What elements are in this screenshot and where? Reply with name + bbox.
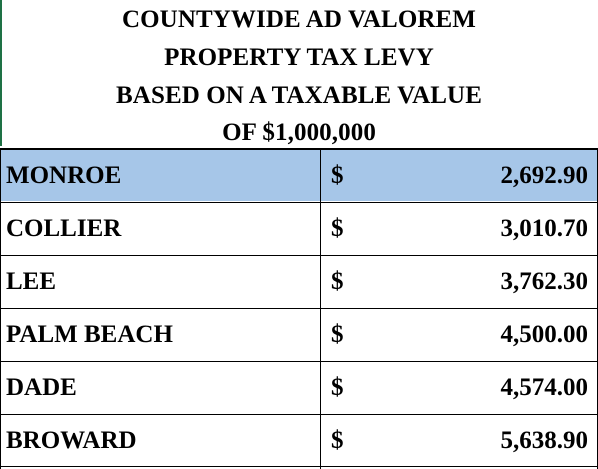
county-cell[interactable]: MONROE bbox=[6, 162, 122, 189]
title-line-3: BASED ON A TAXABLE VALUE bbox=[116, 82, 482, 109]
amount-cell[interactable]: 2,692.90 bbox=[500, 162, 589, 189]
county-cell[interactable]: BROWARD bbox=[6, 427, 137, 454]
table-row-broward[interactable]: BROWARD $ 5,638.90 bbox=[0, 415, 598, 466]
table-row-palm-beach[interactable]: PALM BEACH $ 4,500.00 bbox=[0, 309, 598, 360]
grid-line bbox=[0, 466, 598, 467]
county-cell[interactable]: DADE bbox=[6, 374, 77, 401]
grid-line bbox=[320, 148, 321, 469]
grid-line bbox=[0, 414, 598, 415]
title-line-2: PROPERTY TAX LEVY bbox=[164, 44, 434, 71]
currency-cell[interactable]: $ bbox=[331, 427, 344, 454]
grid-line bbox=[0, 202, 598, 203]
table-row-monroe[interactable]: MONROE $ 2,692.90 bbox=[0, 150, 598, 201]
grid-line bbox=[0, 361, 598, 362]
table-row-collier[interactable]: COLLIER $ 3,010.70 bbox=[0, 203, 598, 254]
tax-levy-table: MONROE $ 2,692.90 COLLIER $ 3,010.70 LEE… bbox=[0, 148, 598, 469]
grid-line bbox=[0, 148, 598, 149]
currency-cell[interactable]: $ bbox=[331, 321, 344, 348]
table-row-dade[interactable]: DADE $ 4,574.00 bbox=[0, 362, 598, 413]
grid-line bbox=[0, 149, 598, 150]
county-cell[interactable]: PALM BEACH bbox=[6, 321, 173, 348]
title-line-1: COUNTYWIDE AD VALOREM bbox=[121, 6, 476, 33]
grid-line bbox=[0, 255, 598, 256]
amount-cell[interactable]: 5,638.90 bbox=[500, 427, 589, 454]
grid-line bbox=[0, 148, 1, 469]
currency-cell[interactable]: $ bbox=[331, 268, 344, 295]
currency-cell[interactable]: $ bbox=[331, 215, 344, 242]
table-title: COUNTYWIDE AD VALOREM PROPERTY TAX LEVY … bbox=[0, 0, 598, 148]
title-line-4: OF $1,000,000 bbox=[222, 119, 376, 146]
county-cell[interactable]: COLLIER bbox=[6, 215, 122, 242]
amount-cell[interactable]: 4,574.00 bbox=[500, 374, 589, 401]
grid-line bbox=[0, 308, 598, 309]
county-cell[interactable]: LEE bbox=[6, 268, 57, 295]
currency-cell[interactable]: $ bbox=[331, 162, 344, 189]
table-row-lee[interactable]: LEE $ 3,762.30 bbox=[0, 256, 598, 307]
sheet-edge-marker bbox=[0, 0, 2, 146]
amount-cell[interactable]: 3,010.70 bbox=[500, 215, 589, 242]
amount-cell[interactable]: 3,762.30 bbox=[500, 268, 589, 295]
amount-cell[interactable]: 4,500.00 bbox=[500, 321, 589, 348]
currency-cell[interactable]: $ bbox=[331, 374, 344, 401]
